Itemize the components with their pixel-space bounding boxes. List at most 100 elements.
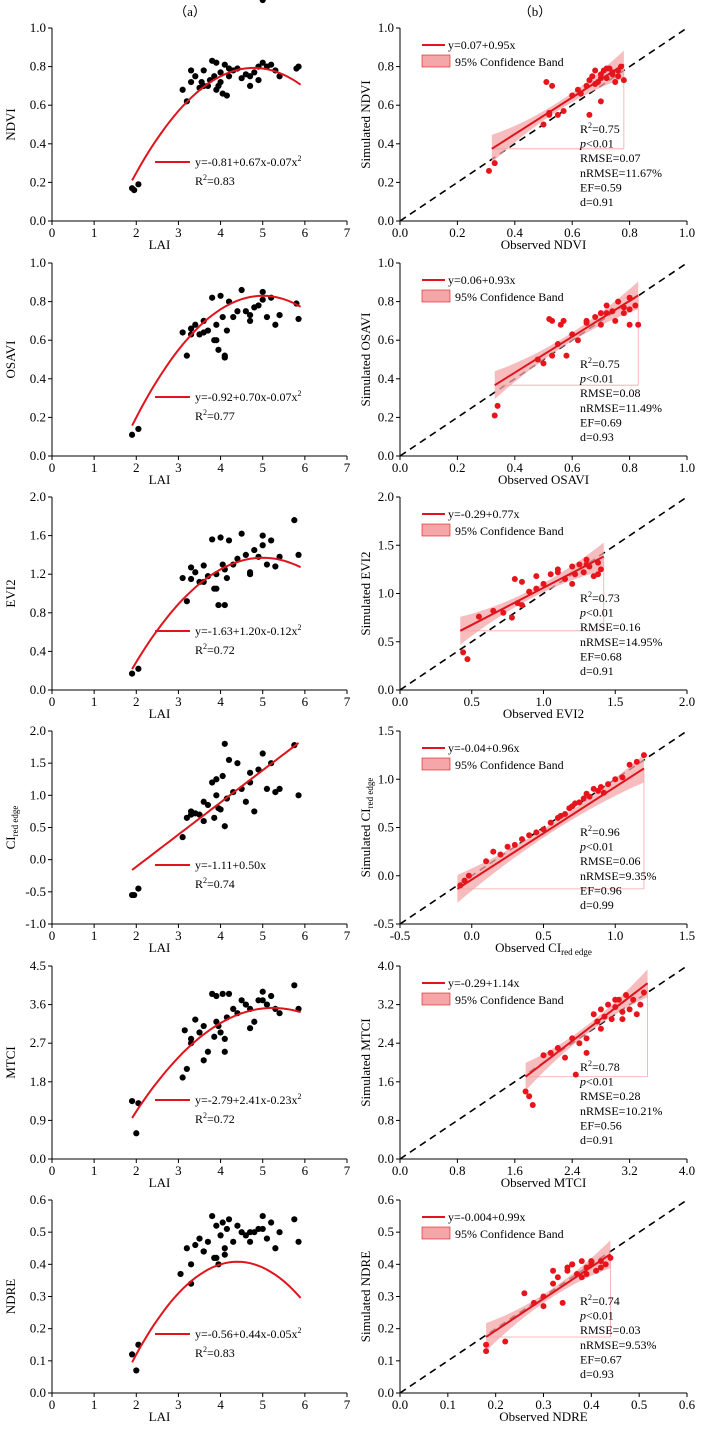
- fit-equation-text: y=-0.81+0.67x-0.07x: [195, 155, 298, 169]
- y-tick-label: 0.4: [30, 136, 47, 151]
- data-point: [213, 337, 220, 344]
- y-tick-label: 2.0: [30, 723, 46, 738]
- data-point: [128, 1098, 136, 1105]
- data-point: [272, 789, 279, 796]
- data-point: [597, 310, 604, 317]
- data-point: [605, 1001, 612, 1008]
- stat-nrmse: nRMSE=11.67%: [580, 166, 662, 180]
- data-point: [213, 321, 220, 328]
- x-tick-label: 0: [49, 460, 56, 475]
- fit-r2-sup: 2: [203, 1345, 207, 1354]
- chart-8-b: -0.5 0.0 0.5 1.0 1.5 -0.5 0.0 0.5 1.0 1.5 Observed…: [358, 723, 695, 957]
- data-point: [246, 312, 254, 319]
- y-tick-label: 0.9: [30, 1112, 46, 1127]
- y-tick-label: 1.6: [30, 528, 47, 543]
- y-tick-label: 0.0: [378, 1151, 394, 1166]
- stat-ef: EF=0.56: [580, 1118, 622, 1132]
- stat-p-label: p: [579, 606, 586, 620]
- y-axis-label-text: Simulated CI: [358, 808, 373, 877]
- data-point: [187, 564, 195, 571]
- data-point: [583, 1035, 590, 1042]
- data-point: [560, 107, 567, 114]
- x-tick-label: 3: [175, 460, 182, 475]
- y-axis-label-text: NDVI: [3, 108, 18, 141]
- stat-r2: R2=0.75: [580, 356, 620, 371]
- data-point: [603, 65, 610, 72]
- data-point: [246, 82, 254, 89]
- fit-equation-text: y=-0.56+0.44x-0.05x: [195, 1327, 298, 1341]
- y-tick-label: 0.5: [378, 634, 394, 649]
- x-axis-label: LAI: [149, 472, 171, 487]
- data-point: [485, 167, 492, 174]
- y-tick-label: 0.4: [30, 1256, 47, 1271]
- data-point: [209, 1212, 216, 1220]
- data-point: [626, 1006, 633, 1013]
- data-point: [583, 1049, 590, 1056]
- y-tick-label: -0.5: [373, 916, 394, 931]
- x-axis-label-text: LAI: [149, 1175, 171, 1190]
- data-point: [612, 317, 619, 324]
- y-axis-label: Simulated MTCI: [358, 1018, 373, 1106]
- stat-r2-R: R: [580, 591, 588, 605]
- x-tick-label: 0.4: [507, 225, 524, 240]
- fit-line: [459, 555, 605, 632]
- data-point: [500, 609, 507, 616]
- y-tick-label: 3.6: [30, 997, 47, 1012]
- data-point: [263, 313, 271, 321]
- y-tick-label: 0.2: [378, 174, 394, 189]
- panel-label-a: （a）: [174, 4, 206, 19]
- data-point: [133, 1130, 140, 1137]
- data-point: [213, 776, 220, 783]
- y-tick-label: 0.8: [30, 294, 46, 309]
- x-tick-label: 0.0: [392, 460, 408, 475]
- data-point: [588, 1258, 595, 1265]
- data-point: [213, 59, 220, 66]
- stat-rmse: RMSE=0.03: [580, 1323, 640, 1337]
- data-point: [204, 801, 212, 809]
- x-tick-label: 7: [344, 1397, 351, 1412]
- stat-p-val: <0.01: [586, 372, 614, 386]
- x-tick-label: 0: [49, 1163, 56, 1178]
- data-point: [246, 569, 254, 576]
- fit-r2-R: R: [195, 877, 203, 891]
- legend-band-label: 95% Confidence Band: [455, 1227, 564, 1241]
- data-point: [221, 1035, 228, 1043]
- x-axis-label: Observed NDVI: [501, 237, 587, 252]
- x-tick-label: 4: [217, 694, 224, 709]
- y-tick-label: 2.4: [378, 1035, 395, 1050]
- chart-1-a: 0 1 2 3 4 5 6 7 0.0 0.2 0.4 0.6 0.8 1.0 LAI NDVI y=-0.81…: [3, 20, 351, 252]
- x-tick-label: 0.6: [564, 460, 581, 475]
- chart-2-b: 0.0 0.2 0.4 0.6 0.8 1.0 0.0 0.2 0.4 0.6 0.8 1.0 Obse…: [358, 20, 695, 252]
- y-axis-label: NDRE: [3, 1279, 18, 1314]
- data-point: [620, 77, 627, 84]
- y-axis-label-text: Simulated OSAVI: [358, 312, 373, 406]
- stat-r2-val: =0.96: [592, 825, 620, 839]
- y-tick-label: 0.6: [30, 332, 47, 347]
- stat-r2: R2=0.73: [580, 590, 620, 605]
- stat-nrmse: nRMSE=9.53%: [580, 1338, 656, 1352]
- legend-fit-label: y=-0.004+0.99x: [448, 1210, 526, 1224]
- data-point: [592, 67, 599, 74]
- data-point: [238, 75, 245, 82]
- x-tick-label: 2: [133, 694, 140, 709]
- data-point: [597, 1025, 604, 1032]
- x-tick-label: 5: [259, 1163, 266, 1178]
- fit-r2: R2=0.83: [195, 1345, 235, 1360]
- data-point: [259, 296, 266, 303]
- y-axis-label: MTCI: [3, 1046, 18, 1079]
- data-point: [460, 649, 467, 656]
- x-tick-label: -0.5: [390, 928, 411, 943]
- fit-equation: y=-0.92+0.70x-0.07x2: [195, 389, 302, 404]
- data-point: [583, 556, 590, 563]
- stat-r2-sup: 2: [588, 590, 592, 599]
- y-tick-label: 0.8: [378, 59, 394, 74]
- data-point: [572, 1071, 579, 1078]
- y-tick-label: 0.8: [378, 1112, 394, 1127]
- x-tick-label: 2: [133, 1397, 140, 1412]
- chart-12-b: 0.0 0.1 0.2 0.3 0.4 0.5 0.6 0.0 0.1 0.2 0.3 0.4 0.5 0…: [358, 1192, 696, 1424]
- data-point: [583, 1270, 590, 1277]
- fit-curve: [131, 1006, 301, 1119]
- data-point: [597, 1006, 604, 1013]
- data-point: [211, 814, 218, 821]
- data-point: [204, 1048, 212, 1055]
